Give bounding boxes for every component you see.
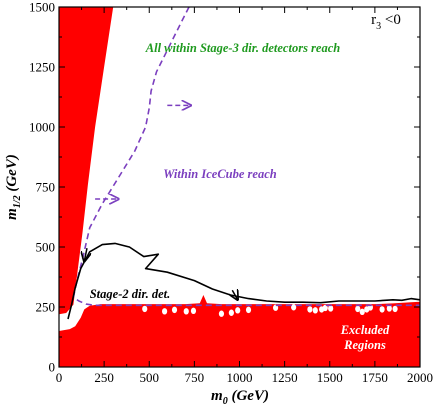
excluded-region-left — [59, 7, 114, 315]
excluded-region-bottom — [59, 295, 420, 367]
excluded-gap — [392, 305, 398, 313]
icecube-annotation: Within IceCube reach — [163, 167, 276, 181]
condition-label: r3 <0 — [371, 12, 401, 32]
y-axis-title: m1/2 (GeV) — [4, 154, 23, 220]
excluded-gap — [171, 306, 178, 314]
excluded-gap — [235, 307, 241, 314]
x-tick-label: 750 — [185, 370, 205, 385]
excluded-gap — [379, 306, 385, 313]
x-tick-label: 1250 — [272, 370, 298, 385]
stage2-arrow — [84, 248, 87, 261]
x-tick-label: 1750 — [362, 370, 388, 385]
y-tick-label: 1500 — [29, 0, 55, 15]
stage2-annotation: Stage-2 dir. det. — [90, 287, 171, 301]
excluded-gap — [273, 304, 279, 311]
stage2-arrow — [232, 290, 237, 300]
y-tick-label: 0 — [49, 360, 56, 375]
x-tick-label: 500 — [140, 370, 160, 385]
excluded-gap — [245, 306, 252, 314]
excluded-gap — [355, 305, 361, 313]
axis-ticks: 0 250 500 750 1000 1250 1500 1750 2000 0 250 500 750… — [29, 0, 433, 385]
y-tick-label: 1000 — [29, 120, 55, 135]
x-tick-label: 0 — [56, 370, 63, 385]
excluded-gap — [386, 305, 392, 312]
y-tick-label: 500 — [36, 240, 56, 255]
excluded-gap — [218, 310, 225, 317]
excluded-annotation-line1: Excluded — [340, 323, 390, 337]
excluded-gap — [183, 308, 189, 315]
reach-arrows — [84, 105, 237, 299]
excluded-gap — [161, 308, 168, 315]
x-tick-label: 250 — [94, 370, 114, 385]
x-tick-label: 1000 — [227, 370, 253, 385]
excluded-gap — [190, 307, 197, 315]
x-axis-title: m0 (GeV) — [211, 388, 269, 407]
y-tick-label: 250 — [36, 300, 56, 315]
excluded-gap — [322, 304, 328, 312]
x-tick-label: 2000 — [407, 370, 433, 385]
excluded-annotation-line2: Regions — [343, 338, 386, 352]
excluded-gap — [328, 305, 334, 312]
excluded-gap — [359, 308, 365, 315]
excluded-region-gaps — [142, 304, 398, 317]
excluded-gap — [312, 307, 318, 314]
icecube-reach-curve — [72, 7, 420, 307]
stage3-annotation: All within Stage-3 dir. detectors reach — [145, 41, 341, 55]
x-tick-label: 1500 — [317, 370, 343, 385]
excluded-gap — [228, 309, 234, 316]
stage2-reach-curve — [67, 242, 420, 320]
excluded-gap — [291, 304, 297, 311]
excluded-gap — [307, 306, 313, 313]
y-tick-label: 750 — [36, 180, 56, 195]
y-tick-label: 1250 — [29, 60, 55, 75]
excluded-gap — [142, 305, 148, 313]
